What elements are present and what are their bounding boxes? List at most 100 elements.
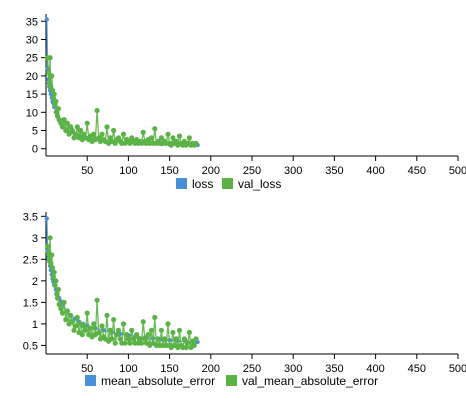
y-tick-label: 3.5	[23, 211, 38, 223]
legend-label[interactable]: val_mean_absolute_error	[242, 374, 378, 388]
data-point	[87, 325, 94, 331]
x-tick-label: 500	[449, 363, 466, 375]
data-point	[55, 286, 62, 293]
data-point	[186, 329, 192, 336]
data-point	[155, 336, 161, 342]
x-tick-label: 200	[202, 165, 220, 177]
x-tick-label: 250	[243, 363, 261, 375]
data-point	[193, 336, 199, 342]
data-point	[176, 133, 183, 139]
data-point	[81, 323, 87, 329]
legend-swatch[interactable]	[85, 375, 96, 386]
data-point	[49, 252, 55, 258]
data-point	[64, 308, 70, 314]
y-tick-label: 0.5	[23, 340, 38, 352]
data-point	[66, 131, 72, 137]
data-point	[59, 124, 66, 130]
data-point	[91, 131, 97, 137]
data-point	[69, 127, 75, 134]
data-point	[137, 336, 143, 342]
data-point	[46, 256, 52, 262]
data-point	[94, 107, 100, 114]
data-point	[74, 314, 80, 320]
y-tick-label: 30	[26, 34, 38, 46]
x-tick-label: 250	[243, 165, 261, 177]
x-tick-label: 150	[160, 363, 178, 375]
y-tick-label: 25	[26, 53, 38, 65]
series-validation	[45, 55, 199, 148]
data-point	[69, 319, 75, 325]
data-point	[51, 91, 57, 97]
x-tick-label: 400	[366, 363, 384, 375]
y-tick-label: 5	[32, 126, 38, 138]
data-point	[170, 329, 176, 336]
x-tick-label: 350	[325, 165, 343, 177]
y-tick-label: 1	[32, 319, 38, 331]
data-point	[145, 332, 151, 338]
y-tick-label: 1.5	[23, 297, 38, 309]
data-point	[63, 317, 69, 323]
data-point	[165, 131, 171, 137]
data-point	[49, 73, 55, 79]
data-point	[134, 332, 140, 338]
data-point	[47, 235, 53, 241]
data-point	[56, 301, 62, 308]
data-point	[58, 306, 64, 312]
data-point	[191, 342, 197, 348]
data-point	[47, 55, 53, 61]
loss-chart-panel: 0 5 10 15 20 25 30 35 50 100 150 200 250 300 350 400 450…	[26, 14, 466, 191]
data-point	[139, 340, 145, 346]
data-point	[152, 126, 158, 132]
data-point	[53, 98, 59, 104]
data-point	[142, 336, 148, 342]
x-tick-label: 100	[119, 165, 137, 177]
data-point	[109, 336, 115, 342]
data-point	[158, 327, 164, 333]
data-point	[170, 135, 176, 141]
data-point	[64, 120, 70, 126]
data-point	[140, 129, 146, 135]
data-point	[107, 327, 113, 333]
legend-swatch[interactable]	[222, 178, 233, 189]
data-point	[152, 314, 158, 320]
data-point	[104, 312, 110, 318]
data-point	[99, 131, 105, 137]
series-validation	[45, 235, 199, 351]
data-point	[165, 321, 171, 327]
data-point	[115, 327, 122, 333]
legend-swatch[interactable]	[176, 178, 187, 189]
x-tick-label: 50	[81, 363, 93, 375]
data-point	[173, 336, 179, 342]
data-point	[83, 327, 89, 333]
data-point	[73, 323, 79, 329]
x-tick-label: 100	[119, 363, 137, 375]
data-point	[51, 269, 57, 275]
data-point	[114, 332, 120, 338]
data-point	[50, 265, 56, 271]
legend-swatch[interactable]	[226, 375, 237, 386]
legend-label[interactable]: mean_absolute_error	[101, 374, 215, 388]
data-point	[54, 291, 60, 297]
y-tick-label: 0	[32, 144, 38, 156]
data-point	[78, 127, 84, 134]
data-point	[125, 336, 131, 342]
legend-label[interactable]: loss	[192, 177, 213, 191]
data-point	[186, 135, 192, 141]
x-tick-label: 150	[160, 165, 178, 177]
data-point	[176, 327, 183, 333]
x-tick-label: 300	[284, 363, 302, 375]
data-point	[158, 135, 164, 141]
data-point	[124, 332, 130, 338]
data-point	[112, 340, 118, 346]
data-point	[120, 321, 127, 327]
data-point	[129, 327, 135, 333]
data-point	[54, 295, 61, 301]
data-point	[84, 310, 90, 316]
data-point	[111, 127, 117, 134]
data-point	[44, 17, 49, 22]
y-tick-label: 3	[32, 233, 38, 245]
y-tick-label: 2	[32, 276, 38, 288]
legend-label[interactable]: val_loss	[238, 177, 281, 191]
x-tick-label: 400	[366, 165, 384, 177]
